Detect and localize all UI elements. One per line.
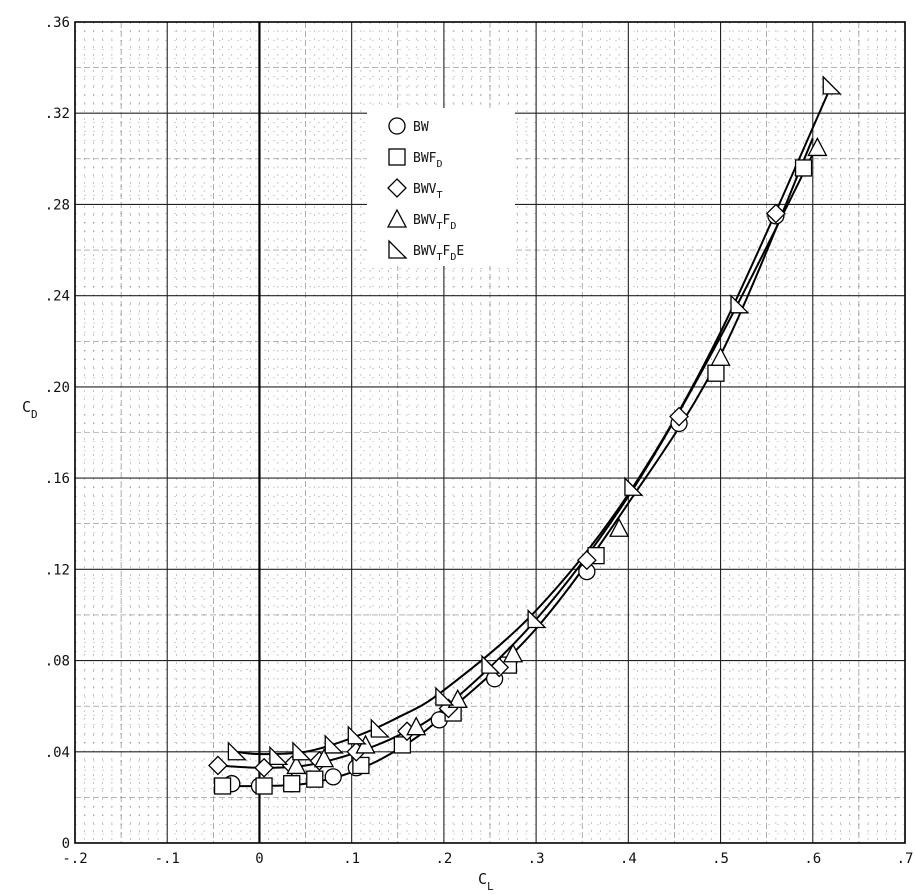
marker-right-triangle <box>527 608 547 629</box>
legend-entry: BWVTFD <box>413 213 456 232</box>
marker-right-triangle <box>227 741 247 761</box>
marker-right-triangle <box>624 476 644 496</box>
y-tick-label: .24 <box>45 289 70 305</box>
marker-square <box>306 770 324 788</box>
x-tick-label: .1 <box>343 851 360 867</box>
x-tick-label: .7 <box>897 851 914 867</box>
marker-triangle <box>406 716 427 736</box>
marker-triangle <box>807 137 828 157</box>
y-tick-label: 0 <box>62 836 70 852</box>
y-tick-label: .20 <box>45 380 70 396</box>
marker-right-triangle <box>347 725 367 745</box>
y-tick-label: .16 <box>45 471 70 487</box>
plot-frame <box>74 21 906 844</box>
fit-curve <box>236 85 833 756</box>
legend-entry: BWFD <box>413 151 443 170</box>
marker-diamond <box>576 550 597 571</box>
x-tick-label: .6 <box>804 851 821 867</box>
marker-square <box>352 756 370 775</box>
marker-right-triangle <box>324 734 344 754</box>
x-tick-label: -.1 <box>155 851 180 867</box>
y-tick-label: .36 <box>45 15 70 31</box>
fit-curve <box>217 153 814 769</box>
legend-marker-diamond <box>387 178 407 198</box>
y-tick-label: .04 <box>45 745 70 761</box>
marker-circle <box>324 768 342 786</box>
marker-diamond <box>765 203 786 224</box>
marker-diamond <box>208 755 228 776</box>
marker-square <box>283 775 301 793</box>
tick-labels: -.2 -.1 0 .1 .2 .3 .4 .5 .6 .7 0 .04 .08 .12 .16 .20 .24… <box>45 15 914 867</box>
marker-right-triangle <box>730 294 750 314</box>
marker-right-triangle <box>822 75 842 95</box>
legend-marker-triangle <box>386 208 408 228</box>
data-markers <box>208 75 842 795</box>
marker-triangle <box>313 748 335 768</box>
x-tick-label: .4 <box>620 851 637 867</box>
x-tick-label: -.2 <box>62 851 87 867</box>
x-tick-label: .5 <box>712 851 729 867</box>
marker-square <box>794 159 813 177</box>
marker-right-triangle <box>370 718 390 738</box>
marker-right-triangle <box>292 741 312 761</box>
legend-marker-right-triangle <box>388 239 408 259</box>
x-tick-label: .2 <box>435 851 452 867</box>
legend: BW BWFD BWVT BWVTFD BWVTFDE <box>367 108 515 266</box>
marker-square <box>213 777 232 795</box>
marker-triangle <box>710 346 731 366</box>
x-tick-label: 0 <box>255 851 263 867</box>
legend-entry: BW <box>413 120 429 135</box>
legend-marker-square <box>388 148 406 166</box>
y-axis-title: CD <box>22 398 38 421</box>
marker-square <box>255 777 273 795</box>
y-tick-label: .32 <box>45 106 70 122</box>
marker-right-triangle <box>269 745 289 765</box>
marker-triangle <box>286 755 307 775</box>
marker-right-triangle <box>435 686 455 706</box>
marker-right-triangle <box>481 654 501 674</box>
marker-diamond <box>669 406 689 427</box>
legend-entry: BWVT <box>413 182 443 201</box>
x-tick-label: .3 <box>528 851 545 867</box>
marker-square <box>707 364 725 382</box>
legend-marker-circle <box>388 117 406 135</box>
y-tick-label: .08 <box>45 654 70 670</box>
marker-square <box>393 736 412 754</box>
marker-triangle <box>502 643 524 663</box>
x-axis-title: CL <box>478 870 494 893</box>
marker-triangle <box>447 688 468 708</box>
y-tick-label: .28 <box>45 197 70 213</box>
marker-triangle <box>609 517 630 537</box>
legend-entry: BWVTFDE <box>413 244 464 263</box>
y-tick-label: .12 <box>45 562 70 578</box>
